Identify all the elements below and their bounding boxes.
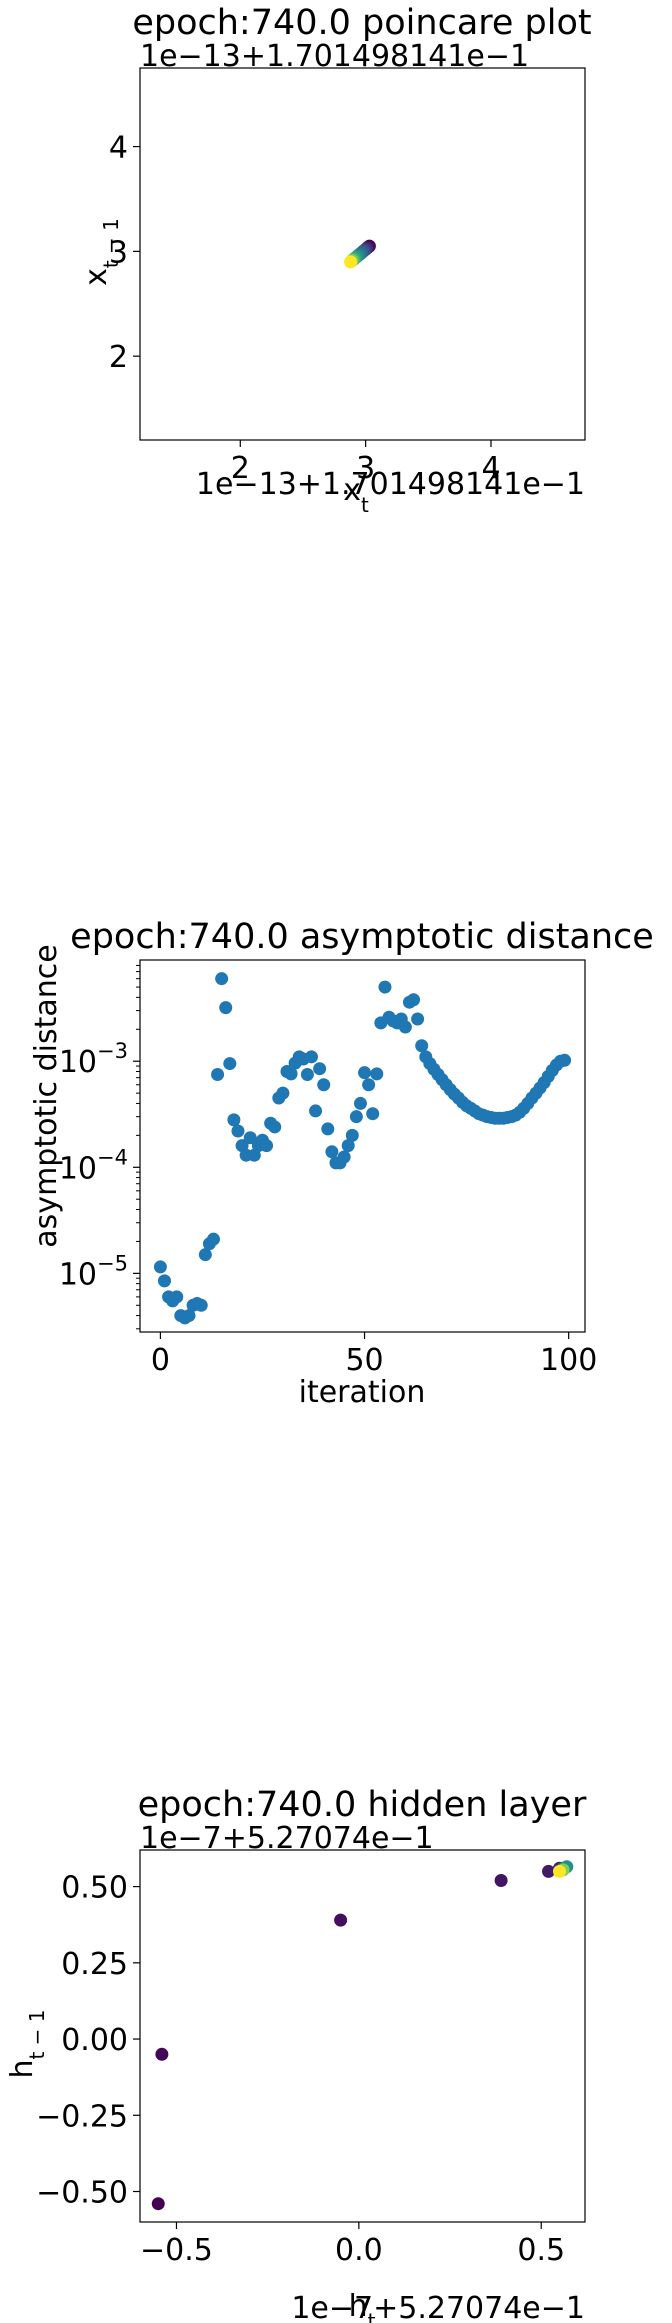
data-point [353,1096,367,1110]
data-point [153,1260,167,1274]
x-tick-label: 3 [356,451,375,486]
data-point [344,255,358,269]
plot-frame [139,1849,586,2223]
data-point [227,1113,241,1127]
data-point [313,1062,327,1076]
data-point [206,1232,220,1246]
chart-title: epoch:740.0 asymptotic distance [70,917,654,957]
y-tick-label: 10−4 [59,1145,128,1186]
y-axis-label: ht − 1 [5,2009,49,2078]
y-tick-label: 0.00 [61,2023,128,2058]
data-point [321,1122,335,1136]
data-point [358,1066,372,1080]
asymptotic-distance-chart: epoch:740.0 asymptotic distance asymptot… [29,917,654,1410]
data-point [407,993,421,1007]
y-tick-label: 4 [109,131,128,166]
x-offset-text: 1e−7+5.27074e−1 [291,2291,585,2323]
data-point [223,1057,237,1071]
y-tick-label: 3 [109,235,128,270]
plot-frame [139,67,586,441]
y-axis-label: asymptotic distance [29,944,64,1247]
x-tick-label: 2 [231,451,250,486]
data-point [337,1150,351,1164]
data-point [276,1086,290,1100]
data-point [415,1039,429,1053]
y-tick-label: 0.50 [61,1871,128,1906]
y-tick-label: −0.25 [36,2099,128,2134]
data-point [304,1050,318,1064]
data-point [309,1104,323,1118]
data-point [151,2197,165,2211]
data-point [334,1913,348,1927]
data-point [194,1298,208,1312]
x-tick-label: 0.5 [517,2233,565,2268]
x-tick-label: 50 [345,1343,383,1378]
data-point [411,1012,425,1026]
data-point [317,1078,331,1092]
data-point [370,1067,384,1081]
data-point [552,1864,566,1878]
data-point [542,1864,556,1878]
x-offset-text: 1e−13+1.701498141e−1 [196,467,585,502]
plot-frame [139,959,586,1333]
data-point [341,1139,355,1153]
data-point [182,1309,196,1323]
chart-title: epoch:740.0 poincare plot [132,3,591,43]
data-point [198,1248,212,1262]
data-point [325,1145,339,1159]
data-point [366,1107,380,1121]
data-point [268,1120,282,1134]
data-point [362,1078,376,1092]
data-point [215,972,229,986]
chart-title: epoch:740.0 hidden layer [138,1785,587,1825]
x-tick-label: 4 [481,451,500,486]
x-tick-label: 100 [540,1343,597,1378]
y-tick-label: 10−5 [59,1251,128,1292]
data-point [219,1001,233,1015]
data-point [558,1053,572,1067]
y-tick-label: 2 [109,340,128,375]
data-point [157,1274,171,1288]
data-point [243,1131,257,1145]
poincare-plot-chart: epoch:740.0 poincare plot 1e−13+1.701498… [79,3,592,517]
data-point [231,1124,245,1138]
data-point [398,1020,412,1034]
y-tick-label: 10−3 [59,1039,128,1080]
x-tick-label: 0 [151,1343,170,1378]
y-offset-text: 1e−13+1.701498141e−1 [140,39,529,74]
data-point [345,1128,359,1142]
data-point [211,1067,225,1081]
data-point [378,980,392,994]
data-point [284,1067,298,1081]
data-point [300,1067,314,1081]
data-point [349,1110,363,1124]
hidden-layer-chart: epoch:740.0 hidden layer 1e−7+5.27074e−1… [5,1785,587,2323]
y-tick-label: 0.25 [61,1947,128,1982]
data-point [494,1873,508,1887]
data-point [170,1290,184,1304]
x-tick-label: −0.5 [140,2233,213,2268]
data-point [155,2047,169,2061]
x-tick-label: 0.0 [335,2233,383,2268]
x-axis-label: iteration [299,1375,426,1410]
y-offset-text: 1e−7+5.27074e−1 [140,1821,434,1856]
y-tick-label: −0.50 [36,2176,128,2211]
data-point [260,1139,274,1153]
